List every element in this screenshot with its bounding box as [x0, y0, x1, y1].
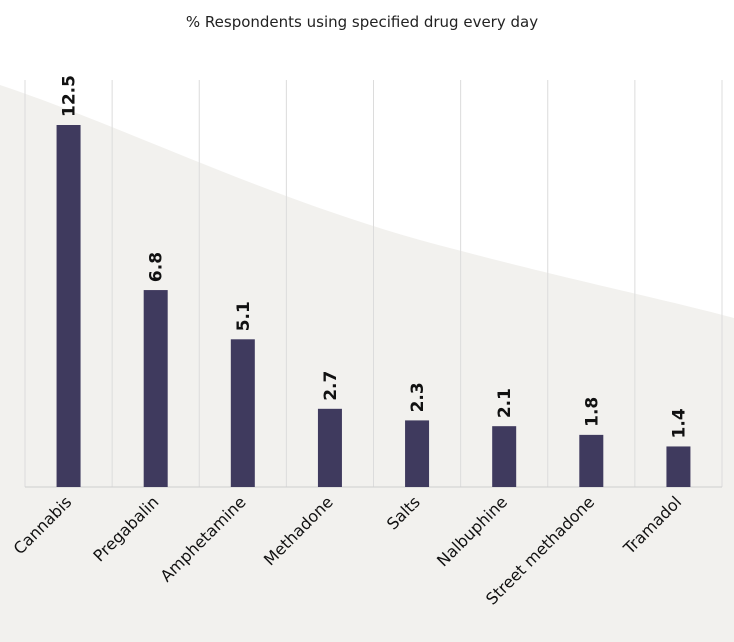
data-label: 2.3: [408, 382, 428, 412]
data-label: 2.7: [321, 371, 341, 401]
bar: [405, 420, 430, 487]
bar: [492, 426, 517, 487]
data-label: 6.8: [147, 252, 167, 282]
data-label: 2.1: [495, 388, 515, 418]
bar: [143, 290, 168, 487]
value-labels-group: 12.5 6.8 5.1 2.7 2.3 2.1 1.8 1.4: [60, 75, 690, 438]
bar: [579, 434, 604, 487]
bar: [317, 408, 342, 487]
gridlines: [24, 80, 723, 487]
data-label: 12.5: [60, 75, 80, 117]
bars-group: [56, 125, 691, 487]
bar: [56, 125, 81, 487]
background-curve: [0, 85, 734, 642]
data-label: 1.8: [582, 397, 602, 427]
data-label: 1.4: [669, 408, 689, 438]
bar: [666, 446, 691, 487]
chart-title: % Respondents using specified drug every…: [186, 13, 538, 31]
bar: [230, 339, 255, 487]
data-label: 5.1: [234, 301, 254, 331]
